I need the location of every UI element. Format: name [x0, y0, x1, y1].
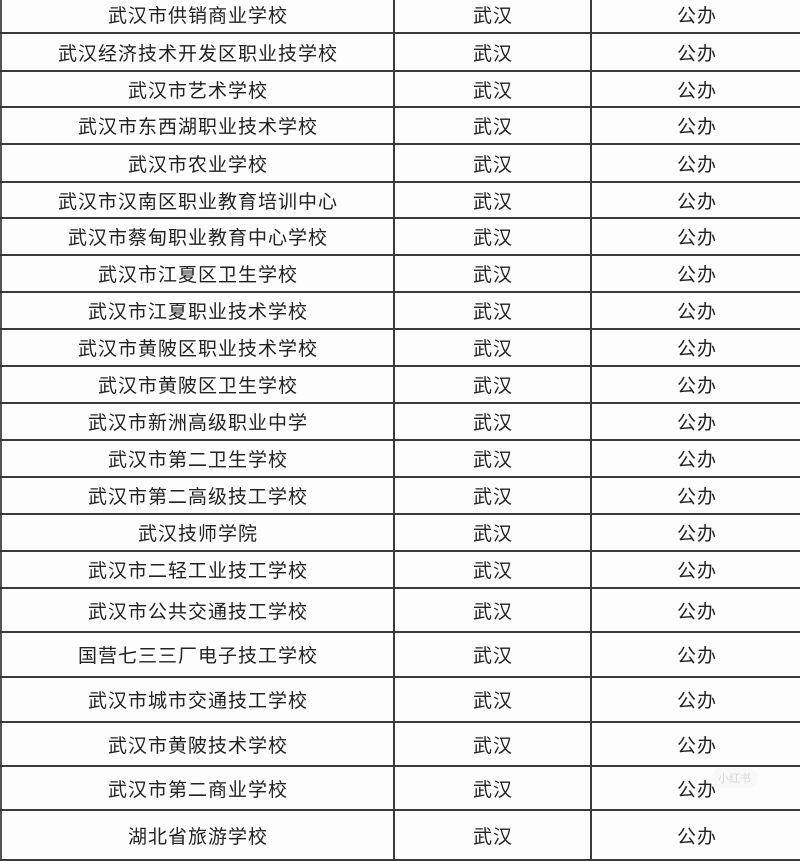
city-cell: 武汉	[393, 183, 591, 217]
city-cell: 武汉	[393, 552, 591, 587]
table-row: 武汉市黄陂区职业技术学校 武汉 公办	[0, 330, 800, 367]
school-name-cell: 武汉市黄陂区卫生学校	[0, 367, 394, 402]
table-row: 武汉市城市交通技工学校 武汉 公办	[0, 678, 800, 723]
city-cell: 武汉	[393, 0, 591, 32]
city-cell: 武汉	[393, 293, 591, 328]
ownership-cell: 公办	[590, 811, 800, 859]
ownership-cell: 公办	[590, 72, 800, 106]
ownership-cell: 公办	[590, 145, 800, 181]
school-name-cell: 武汉市农业学校	[0, 145, 394, 181]
school-name-cell: 武汉市第二商业学校	[0, 767, 394, 809]
school-name-cell: 武汉市二轻工业技工学校	[0, 552, 394, 587]
table-row: 武汉市供销商业学校 武汉 公办	[0, 0, 800, 34]
ownership-cell: 公办	[590, 723, 800, 765]
city-cell: 武汉	[393, 108, 591, 143]
table-row: 武汉市蔡甸职业教育中心学校 武汉 公办	[0, 219, 800, 256]
ownership-cell: 公办	[590, 183, 800, 217]
table-row: 武汉市公共交通技工学校 武汉 公办	[0, 589, 800, 633]
ownership-cell: 公办	[590, 219, 800, 254]
school-name-cell: 武汉市城市交通技工学校	[0, 678, 394, 721]
ownership-cell: 公办	[590, 0, 800, 32]
city-cell: 武汉	[393, 72, 591, 106]
ownership-cell: 公办	[590, 767, 800, 809]
table-row: 武汉市江夏职业技术学校 武汉 公办	[0, 293, 800, 330]
ownership-cell: 公办	[590, 478, 800, 513]
school-name-cell: 武汉市公共交通技工学校	[0, 589, 394, 631]
ownership-cell: 公办	[590, 589, 800, 631]
city-cell: 武汉	[393, 589, 591, 631]
school-name-cell: 武汉市江夏职业技术学校	[0, 293, 394, 328]
ownership-cell: 公办	[590, 552, 800, 587]
table-row: 武汉经济技术开发区职业技学校 武汉 公办	[0, 34, 800, 72]
city-cell: 武汉	[393, 515, 591, 550]
city-cell: 武汉	[393, 219, 591, 254]
ownership-cell: 公办	[590, 633, 800, 676]
city-cell: 武汉	[393, 404, 591, 439]
school-name-cell: 武汉市黄陂技术学校	[0, 723, 394, 765]
school-name-cell: 武汉市东西湖职业技术学校	[0, 108, 394, 143]
school-name-cell: 湖北省旅游学校	[0, 811, 394, 859]
ownership-cell: 公办	[590, 34, 800, 70]
city-cell: 武汉	[393, 367, 591, 402]
school-name-cell: 武汉技师学院	[0, 515, 394, 550]
ownership-cell: 公办	[590, 330, 800, 365]
table-row: 武汉市江夏区卫生学校 武汉 公办	[0, 256, 800, 293]
city-cell: 武汉	[393, 811, 591, 859]
ownership-cell: 公办	[590, 441, 800, 476]
table-row: 武汉市第二高级技工学校 武汉 公办	[0, 478, 800, 515]
city-cell: 武汉	[393, 723, 591, 765]
school-name-cell: 武汉市新洲高级职业中学	[0, 404, 394, 439]
city-cell: 武汉	[393, 478, 591, 513]
city-cell: 武汉	[393, 767, 591, 809]
table-row: 武汉市黄陂技术学校 武汉 公办	[0, 723, 800, 767]
city-cell: 武汉	[393, 145, 591, 181]
school-name-cell: 武汉市第二卫生学校	[0, 441, 394, 476]
school-name-cell: 武汉市供销商业学校	[0, 0, 394, 32]
table-row: 武汉技师学院 武汉 公办	[0, 515, 800, 552]
ownership-cell: 公办	[590, 367, 800, 402]
ownership-cell: 公办	[590, 256, 800, 291]
table-row: 武汉市新洲高级职业中学 武汉 公办	[0, 404, 800, 441]
school-name-cell: 国营七三三厂电子技工学校	[0, 633, 394, 676]
table-row: 武汉市二轻工业技工学校 武汉 公办	[0, 552, 800, 589]
school-name-cell: 武汉市江夏区卫生学校	[0, 256, 394, 291]
school-name-cell: 武汉市蔡甸职业教育中心学校	[0, 219, 394, 254]
city-cell: 武汉	[393, 633, 591, 676]
table-row: 武汉市第二卫生学校 武汉 公办	[0, 441, 800, 478]
school-name-cell: 武汉市黄陂区职业技术学校	[0, 330, 394, 365]
table-row: 武汉市东西湖职业技术学校 武汉 公办	[0, 108, 800, 145]
ownership-cell: 公办	[590, 293, 800, 328]
city-cell: 武汉	[393, 441, 591, 476]
school-name-cell: 武汉市汉南区职业教育培训中心	[0, 183, 394, 217]
table-row: 武汉市第二商业学校 武汉 公办	[0, 767, 800, 811]
school-name-cell: 武汉市艺术学校	[0, 72, 394, 106]
table-row: 武汉市艺术学校 武汉 公办	[0, 72, 800, 108]
city-cell: 武汉	[393, 34, 591, 70]
school-name-cell: 武汉市第二高级技工学校	[0, 478, 394, 513]
city-cell: 武汉	[393, 256, 591, 291]
ownership-cell: 公办	[590, 108, 800, 143]
table-row: 国营七三三厂电子技工学校 武汉 公办	[0, 633, 800, 678]
table-row: 武汉市农业学校 武汉 公办	[0, 145, 800, 183]
school-name-cell: 武汉经济技术开发区职业技学校	[0, 34, 394, 70]
ownership-cell: 公办	[590, 515, 800, 550]
table-row: 武汉市黄陂区卫生学校 武汉 公办	[0, 367, 800, 404]
table-row: 湖北省旅游学校 武汉 公办	[0, 811, 800, 861]
watermark-logo: 小红书	[712, 768, 757, 788]
ownership-cell: 公办	[590, 678, 800, 721]
city-cell: 武汉	[393, 330, 591, 365]
city-cell: 武汉	[393, 678, 591, 721]
ownership-cell: 公办	[590, 404, 800, 439]
table-row: 武汉市汉南区职业教育培训中心 武汉 公办	[0, 183, 800, 219]
